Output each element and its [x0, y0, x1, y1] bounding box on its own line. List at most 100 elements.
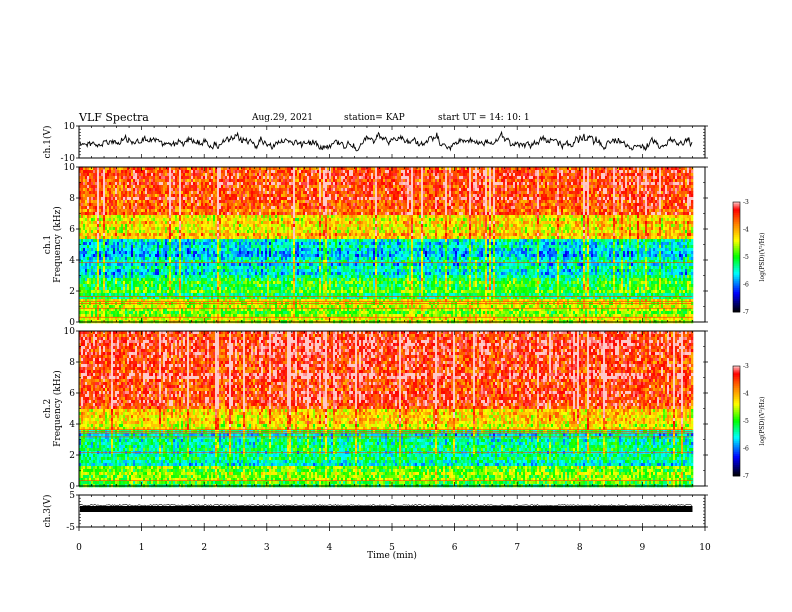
ch1-spectrogram-cell — [241, 176, 244, 180]
ch1-spectrogram-cell — [539, 170, 542, 174]
ch1-spectrogram-cell — [81, 197, 84, 201]
ch1-spectrogram-cell — [399, 182, 402, 186]
ch1-spectrogram-cell — [651, 185, 654, 189]
ch1-spectrogram-cell — [229, 182, 232, 186]
ch1-spectrogram-cell — [253, 209, 256, 213]
ch1-spectrogram-cell — [373, 194, 376, 198]
ch1-spectrogram-cell — [687, 197, 690, 201]
ch1-spectrogram-cell — [593, 179, 596, 183]
ch1-spectrogram-cell — [597, 194, 600, 198]
ch1-spectrogram-cell — [637, 209, 640, 213]
ch1-spectrogram-cell — [121, 173, 124, 177]
ch1-spectrogram-cell — [529, 167, 532, 171]
ch1-spectrogram-cell — [671, 179, 674, 183]
ch1-spectrogram-cell — [113, 209, 116, 213]
ch1-spectrogram-cell — [589, 173, 592, 177]
ch1-spectrogram-cell — [277, 179, 280, 183]
ch1-spectrogram-cell — [405, 179, 408, 183]
ch1-spectrogram-cell — [143, 188, 146, 192]
ch1-spectrogram-cell — [663, 170, 666, 174]
ch1-spectrogram-cell — [309, 212, 312, 216]
ch1-spectrogram-cell — [237, 200, 240, 204]
ch1-spectrogram-cell — [205, 167, 208, 171]
ch1-spectrogram-cell — [477, 194, 480, 198]
ch1-spectrogram-cell — [97, 179, 100, 183]
ch1-spectrogram-cell — [355, 209, 358, 213]
ch1-spectrogram-cell — [585, 185, 588, 189]
ch1-spectrogram-cell — [609, 191, 612, 195]
ch1-spectrogram-cell — [541, 206, 544, 210]
ch1-spectrogram-cell — [327, 179, 330, 183]
ch1-spectrogram-cell — [185, 200, 188, 204]
ch1-spectrogram-cell — [103, 191, 106, 195]
ch1-spectrogram-cell — [279, 173, 282, 177]
ch1-spectrogram-cell — [335, 212, 338, 216]
ch1-spectrogram-cell — [315, 209, 318, 213]
ch1-spectrogram-cell — [183, 200, 186, 204]
ch1-spectrogram-cell — [229, 197, 232, 201]
ch1-spectrogram-cell — [271, 188, 274, 192]
ch1-spectrogram-cell — [349, 209, 352, 213]
ch1-spectrogram-cell — [393, 191, 396, 195]
ch1-spectrogram-cell — [463, 182, 466, 186]
ch1-spectrogram-cell — [549, 212, 552, 216]
ch1-spectrogram-cell — [477, 188, 480, 192]
ch1-spectrogram-cell — [381, 200, 384, 204]
ch1-spectrogram-cell — [333, 179, 336, 183]
ch1-spectrogram-cell — [593, 209, 596, 213]
ch1-spectrogram-cell — [605, 191, 608, 195]
ch1-spectrogram-cell — [283, 203, 286, 207]
ch1-spectrogram-cell — [119, 209, 122, 213]
ch1-spectrogram-cell — [539, 209, 542, 213]
ch1-spectrogram-cell — [515, 167, 518, 171]
ch1-spectrogram-cell — [203, 191, 206, 195]
ch1-spectrogram-cell — [327, 212, 330, 216]
ch1-spectrogram-cell — [357, 182, 360, 186]
ch1-spectrogram-cell — [379, 209, 382, 213]
ch1-spectrogram-cell — [521, 200, 524, 204]
ch1-spectrogram-cell — [285, 203, 288, 207]
ch1-spectrogram-cell — [309, 203, 312, 207]
ch1-spectrogram-cell — [165, 200, 168, 204]
ch1-spectrogram-cell — [89, 176, 92, 180]
ch1-spectrogram-cell — [681, 200, 684, 204]
ch1-spectrogram-cell — [393, 182, 396, 186]
ch1-spectrogram-cell — [613, 203, 616, 207]
ch1-spectrogram-cell — [503, 194, 506, 198]
ch1-spectrogram-cell — [147, 188, 150, 192]
ch1-spectrogram-cell — [611, 167, 614, 171]
ch1-spectrogram-cell — [117, 212, 120, 216]
ch1-spectrogram-cell — [643, 167, 646, 171]
ch1-spectrogram-cell — [87, 206, 90, 210]
ch1-spectrogram-cell — [607, 209, 610, 213]
ch1-spectrogram-cell — [275, 212, 278, 216]
ch1-spectrogram-cell — [179, 167, 182, 171]
ch1-spectrogram-cell — [263, 209, 266, 213]
ch1-spectrogram-cell — [449, 209, 452, 213]
ch1-spectrogram-cell — [537, 170, 540, 174]
ch1-spectrogram-cell — [549, 176, 552, 180]
ch1-spectrogram-cell — [643, 209, 646, 213]
ch1-spectrogram-cell — [579, 200, 582, 204]
ch1-spectrogram-cell — [329, 191, 332, 195]
ch1-spectrogram-cell — [277, 194, 280, 198]
ch1-spectrogram-cell — [241, 173, 244, 177]
ch1-spectrogram-cell — [683, 182, 686, 186]
ch1-spectrogram-cell — [447, 197, 450, 201]
ch1-spectrogram-cell — [125, 167, 128, 171]
ch1-spectrogram-cell — [423, 206, 426, 210]
ch1-spectrogram-cell — [403, 173, 406, 177]
ch1-spectrogram-cell — [173, 170, 176, 174]
ch1-spectrogram-cell — [285, 212, 288, 216]
ch1-spectrogram-cell — [509, 170, 512, 174]
ch1-spectrogram-cell — [273, 209, 276, 213]
ch1-spectrogram-cell — [111, 167, 114, 171]
ch1-spectrogram-cell — [95, 182, 98, 186]
ch1-spectrogram-cell — [327, 194, 330, 198]
ch1-spectrogram-cell — [97, 173, 100, 177]
ch1-spectrogram-cell — [91, 188, 94, 192]
ch1-spectrogram-cell — [633, 194, 636, 198]
ch1-spectrogram-cell — [101, 167, 104, 171]
ch1-spectrogram-cell — [445, 200, 448, 204]
ch1-spectrogram-cell — [147, 200, 150, 204]
